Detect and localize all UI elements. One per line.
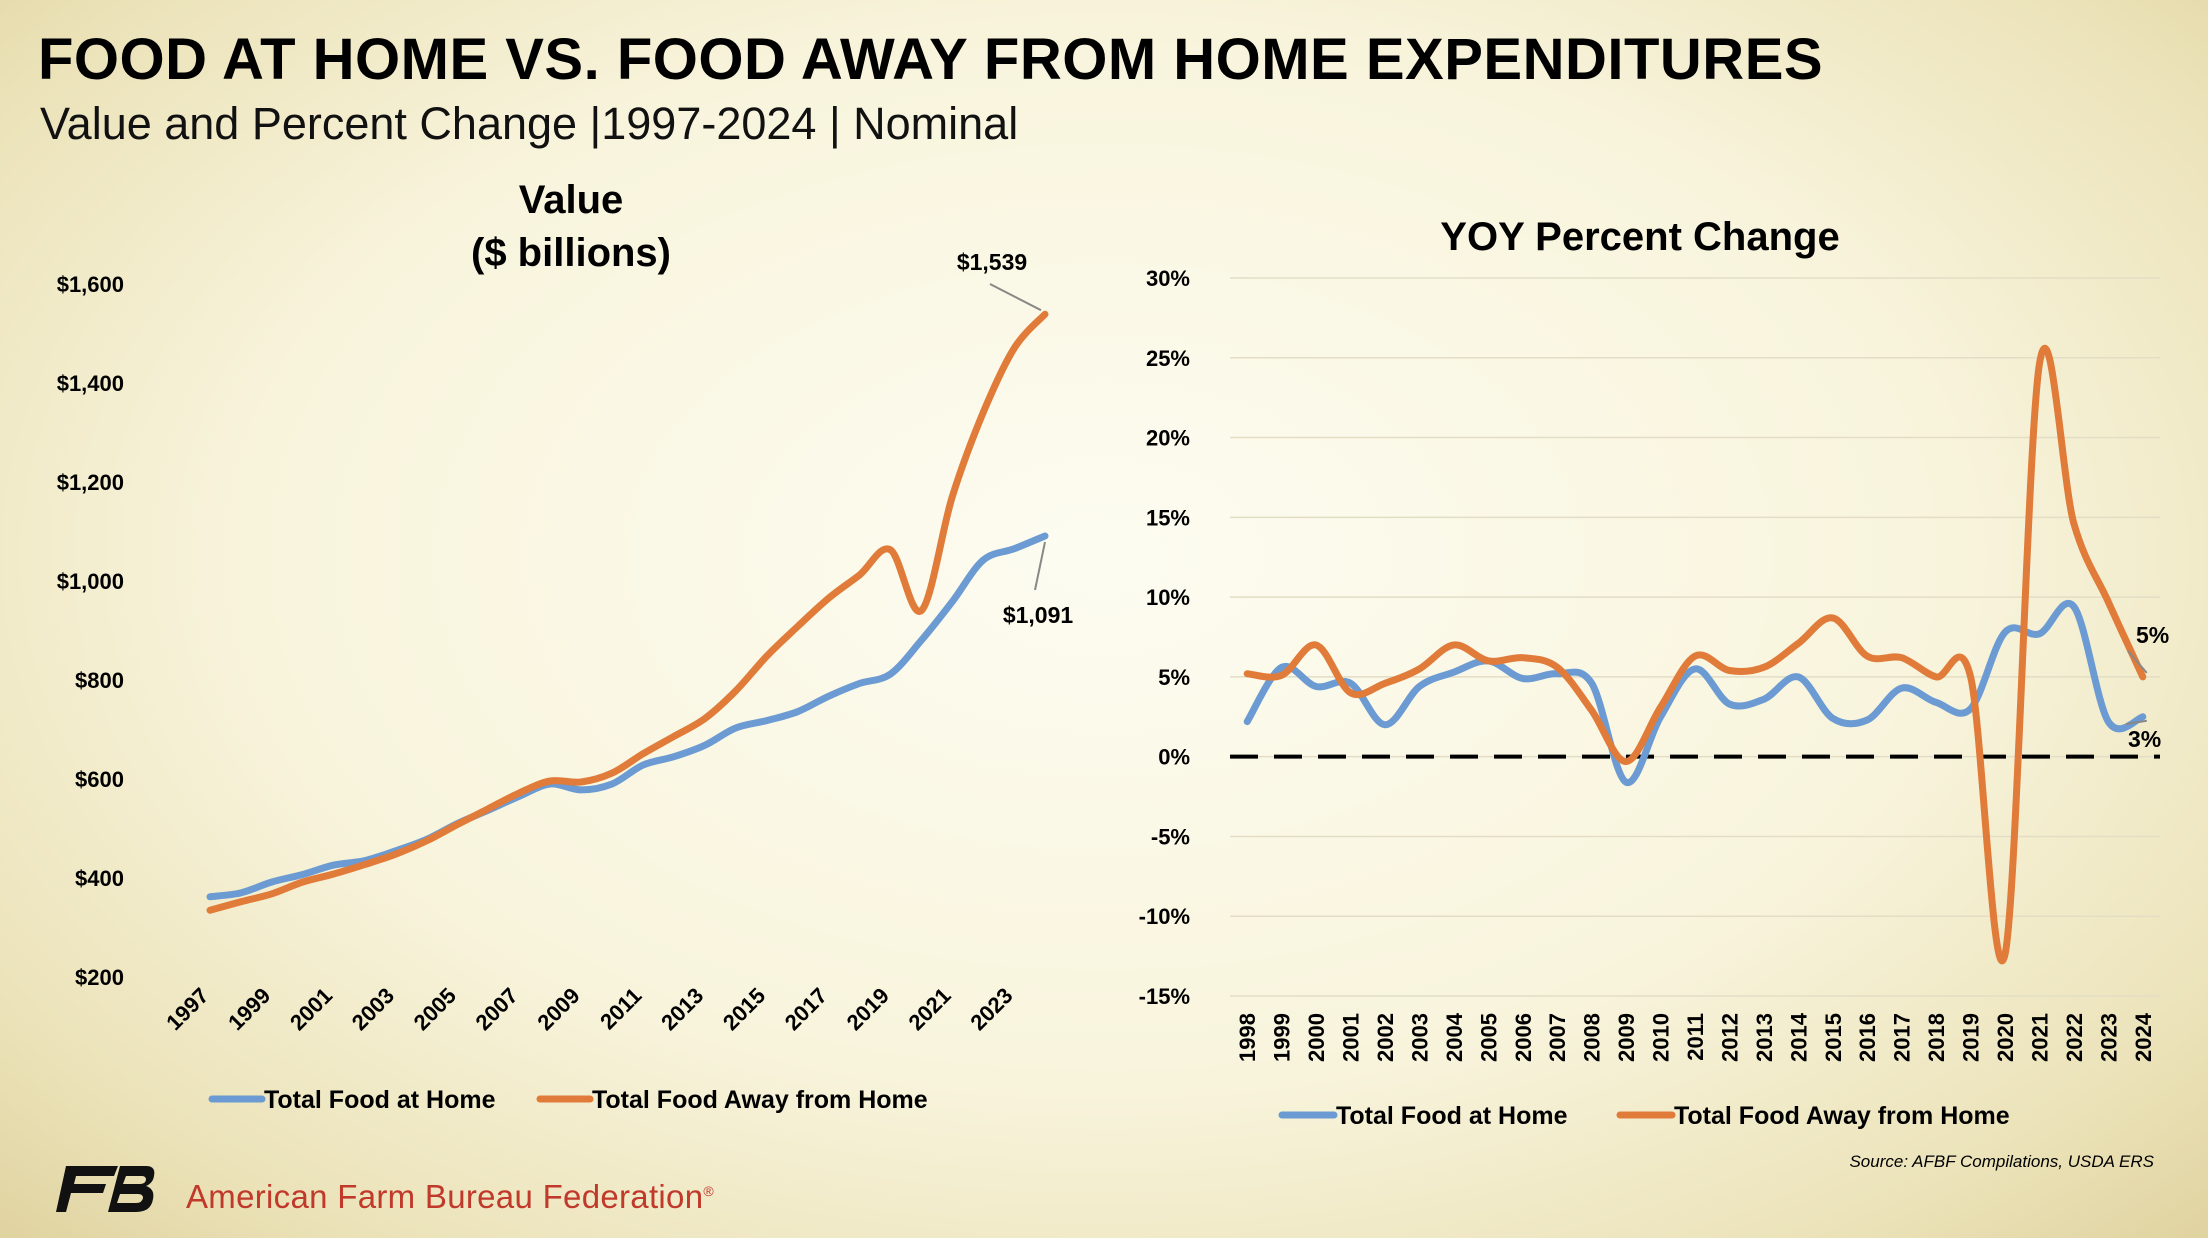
- x-tick-label: 1998: [1235, 1013, 1260, 1062]
- y-tick-label: $1,600: [57, 272, 124, 297]
- annotation-leader-line: [2127, 650, 2148, 674]
- series-line-away: [206, 310, 1049, 914]
- y-tick-label: -15%: [1139, 984, 1190, 1009]
- y-tick-label: 0%: [1158, 745, 1190, 770]
- x-tick-label: 2021: [2027, 1013, 2052, 1062]
- value-chart-title: ($ billions): [471, 231, 671, 275]
- x-tick-label: 2003: [1407, 1013, 1432, 1062]
- series-line-away: [1243, 344, 2147, 965]
- x-tick-label: 2001: [1339, 1013, 1364, 1062]
- annotation-label: 5%: [2136, 622, 2169, 648]
- y-tick-label: $600: [75, 767, 124, 792]
- annotation-leader-line: [2125, 719, 2147, 725]
- x-tick-label: 2010: [1649, 1013, 1674, 1062]
- page-title: FOOD AT HOME VS. FOOD AWAY FROM HOME EXP…: [38, 27, 1824, 92]
- y-tick-label: $1,000: [57, 569, 124, 594]
- series-line-home: [206, 532, 1049, 901]
- legend-label: Total Food at Home: [1336, 1102, 1568, 1130]
- registered-mark: ®: [703, 1183, 714, 1199]
- y-tick-label: $400: [75, 866, 124, 891]
- x-tick-label: 2022: [2062, 1013, 2087, 1062]
- x-tick-label: 2013: [1752, 1013, 1777, 1062]
- page-subtitle: Value and Percent Change |1997-2024 | No…: [40, 98, 1019, 149]
- x-tick-label: 2016: [1855, 1013, 1880, 1062]
- x-tick-label: 2018: [1924, 1013, 1949, 1062]
- x-tick-label: 2017: [1890, 1013, 1915, 1062]
- y-tick-label: -10%: [1139, 904, 1190, 929]
- organization-name-text: American Farm Bureau Federation: [186, 1178, 704, 1215]
- x-tick-label: 2007: [1545, 1013, 1570, 1062]
- x-tick-label: 1999: [1270, 1013, 1295, 1062]
- x-tick-label: 2008: [1580, 1013, 1605, 1062]
- annotation-label: $1,091: [1003, 602, 1074, 628]
- y-tick-label: 5%: [1158, 665, 1190, 690]
- organization-name: American Farm Bureau Federation®: [186, 1178, 714, 1216]
- yoy-chart-title: YOY Percent Change: [1440, 215, 1839, 259]
- x-tick-label: 2000: [1304, 1013, 1329, 1062]
- y-tick-label: $800: [75, 668, 124, 693]
- annotation-leader-line: [989, 283, 1042, 312]
- y-tick-label: 30%: [1146, 266, 1190, 291]
- x-tick-label: 2020: [1993, 1013, 2018, 1062]
- y-tick-label: $1,200: [57, 470, 124, 495]
- x-tick-label: 2023: [2096, 1013, 2121, 1062]
- annotation-leader-line: [1034, 541, 1046, 591]
- x-tick-label: 2015: [1821, 1013, 1846, 1062]
- annotation-label: 3%: [2128, 726, 2161, 752]
- x-tick-label: 2005: [1476, 1013, 1501, 1062]
- y-tick-label: $200: [75, 965, 124, 990]
- series-line-home: [1243, 600, 2147, 786]
- legend-label: Total Food at Home: [264, 1086, 496, 1114]
- yoy-percent-chart: YOY Percent Change -15% -10% -5% 0% 5% 10% 15% 2…: [1139, 215, 2170, 1130]
- x-tick-label: 2002: [1373, 1013, 1398, 1062]
- x-tick-label: 2019: [1959, 1013, 1984, 1062]
- farm-bureau-logo-icon: [56, 1166, 155, 1212]
- annotation-label: $1,539: [957, 249, 1027, 275]
- y-tick-label: -5%: [1151, 824, 1190, 849]
- y-tick-label: $1,400: [57, 371, 124, 396]
- x-tick-label: 2006: [1511, 1013, 1536, 1062]
- source-note: Source: AFBF Compilations, USDA ERS: [1849, 1152, 2154, 1171]
- value-chart: Value ($ billions) $200 $400 $600 $800 $1,000 $…: [57, 178, 1074, 1114]
- y-tick-label: 15%: [1146, 505, 1190, 530]
- x-tick-label: 2011: [1683, 1013, 1708, 1061]
- legend-label: Total Food Away from Home: [1674, 1102, 2010, 1130]
- x-tick-label: 2004: [1442, 1012, 1467, 1062]
- y-tick-label: 20%: [1146, 426, 1190, 451]
- x-tick-label: 2012: [1717, 1013, 1742, 1062]
- x-tick-label: 2024: [2131, 1012, 2156, 1062]
- legend-label: Total Food Away from Home: [592, 1086, 928, 1114]
- x-tick-label: 2014: [1786, 1012, 1811, 1062]
- y-tick-label: 25%: [1146, 346, 1190, 371]
- y-tick-label: 10%: [1146, 585, 1190, 610]
- value-chart-title: Value: [519, 178, 624, 222]
- x-tick-label: 2009: [1614, 1013, 1639, 1062]
